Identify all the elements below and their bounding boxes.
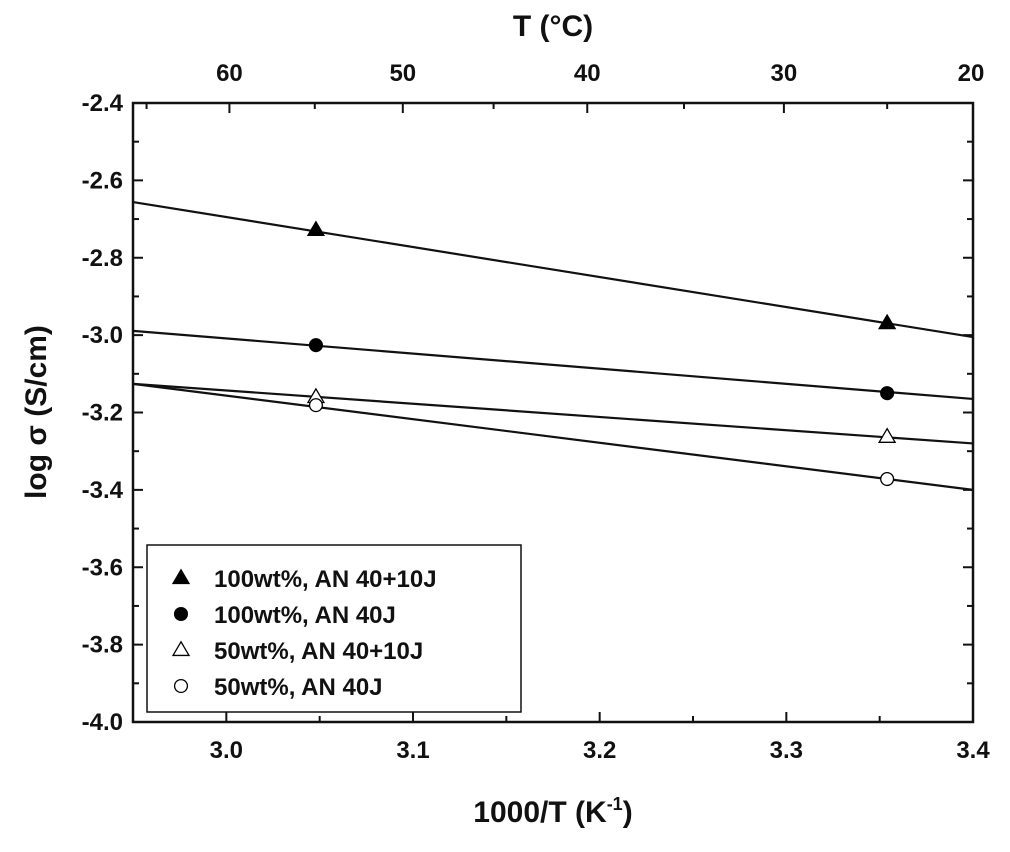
- legend-label: 100wt%, AN 40J: [214, 602, 396, 629]
- data-point-filled-circle: [880, 386, 895, 401]
- data-point-filled-circle: [308, 338, 323, 353]
- top-tick-label: 50: [389, 60, 416, 87]
- x-tick-label: 3.3: [770, 737, 803, 764]
- fit-line: [132, 329, 974, 401]
- y-tick-label: -4.0: [82, 709, 123, 736]
- top-tick-label: 40: [574, 60, 601, 87]
- top-axis-label: T (°C): [513, 10, 593, 43]
- y-tick-label: -3.2: [82, 400, 123, 427]
- y-tick-label: -3.8: [82, 632, 123, 659]
- x-tick-label: 3.0: [210, 737, 243, 764]
- data-point-open-circle: [880, 471, 895, 487]
- legend-label: 50wt%, AN 40J: [214, 674, 383, 701]
- axes: 3.0 3.1 3.2 3.3 3.4 -2.4 -2.6 -2.8 -3.0 -3.2 -3.4 -…: [82, 60, 991, 764]
- y-tick-label: -2.4: [82, 90, 124, 117]
- legend: 100wt%, AN 40+10J 100wt%, AN 40J 50wt%, AN…: [146, 544, 522, 713]
- x-tick-label: 3.2: [583, 737, 616, 764]
- legend-label: 100wt%, AN 40+10J: [214, 566, 437, 593]
- data-point-filled-triangle: [877, 313, 897, 330]
- y-tick-label: -3.0: [82, 322, 123, 349]
- top-tick-label: 30: [771, 60, 798, 87]
- y-axis-label: log σ (S/cm): [20, 325, 53, 499]
- y-tick-label: -2.8: [82, 245, 123, 272]
- data-point-filled-triangle: [306, 220, 326, 236]
- x-tick-label: 3.1: [396, 737, 429, 764]
- data-points: [306, 220, 897, 487]
- top-tick-label: 20: [958, 60, 985, 87]
- data-point-filled-circle: [173, 606, 189, 622]
- fit-line: [132, 200, 974, 339]
- y-tick-label: -3.4: [82, 477, 124, 504]
- fit-lines: [132, 200, 974, 491]
- fit-line: [132, 382, 974, 445]
- top-tick-label: 60: [216, 60, 243, 87]
- x-axis-label: 1000/T (K-1): [473, 794, 632, 829]
- data-point-open-triangle: [877, 427, 897, 443]
- data-point-filled-triangle: [171, 568, 191, 585]
- legend-label: 50wt%, AN 40+10J: [214, 638, 423, 665]
- data-point-open-circle: [173, 678, 189, 694]
- fit-line: [132, 382, 974, 491]
- y-tick-label: -3.6: [82, 554, 123, 581]
- data-point-open-circle: [308, 398, 323, 413]
- data-point-open-triangle: [171, 640, 191, 657]
- x-tick-label: 3.4: [956, 737, 990, 764]
- legend-box: [146, 544, 522, 713]
- y-tick-label: -2.6: [82, 167, 123, 194]
